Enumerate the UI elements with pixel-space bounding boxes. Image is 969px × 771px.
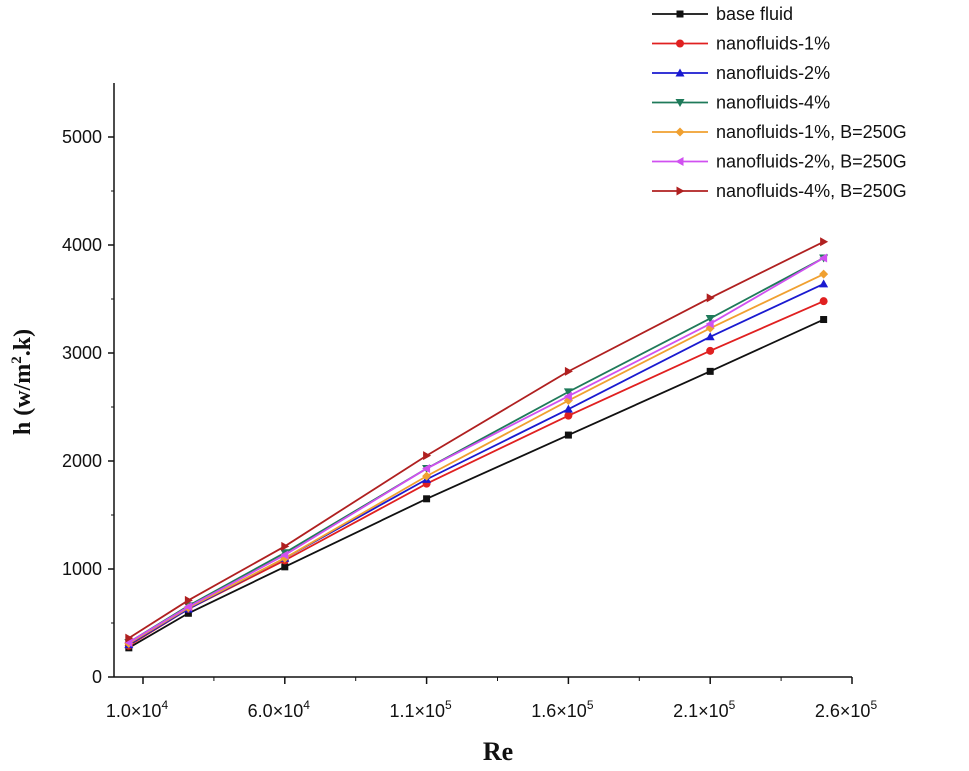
data-point [706, 346, 715, 355]
legend-marker [675, 99, 685, 107]
legend-marker [675, 68, 685, 77]
series-line [128, 318, 825, 649]
data-point [281, 563, 289, 571]
legend-entry: nanofluids-4%, B=250G [652, 181, 907, 201]
x-tick-label: 1.6×105 [531, 698, 594, 721]
data-point [124, 637, 133, 647]
x-axis-title: Re [483, 737, 513, 766]
data-point [705, 314, 715, 323]
legend-marker [676, 39, 684, 48]
data-point [820, 316, 828, 324]
legend-label: nanofluids-4%, B=250G [716, 181, 907, 201]
data-point [564, 431, 572, 439]
legend-entry: nanofluids-2%, B=250G [652, 152, 907, 172]
series-line [128, 273, 825, 645]
x-tick-label: 2.1×105 [673, 698, 736, 721]
x-tick-label: 6.0×104 [248, 698, 311, 721]
data-point [705, 319, 714, 329]
series-layer [124, 237, 829, 652]
y-tick-label: 5000 [62, 127, 102, 147]
legend-label: nanofluids-1% [716, 34, 830, 54]
data-point [184, 595, 193, 605]
legend-entry: base fluid [652, 4, 793, 24]
legend-label: base fluid [716, 4, 793, 24]
y-axis-title-end: .k) [10, 329, 36, 356]
legend-label: nanofluids-1%, B=250G [716, 122, 907, 142]
y-tick-label: 1000 [62, 559, 102, 579]
y-tick-label: 3000 [62, 343, 102, 363]
y-tick-label: 4000 [62, 235, 102, 255]
data-point [706, 367, 714, 375]
data-point [564, 411, 573, 420]
data-point [564, 366, 573, 376]
legend-entry: nanofluids-4% [652, 93, 830, 113]
series-line [128, 300, 825, 647]
legend-marker [676, 10, 684, 18]
axes [113, 83, 852, 678]
y-axis-ticks: 0 1000 2000 3000 4000 5000 [62, 127, 114, 687]
legend-marker [675, 157, 684, 166]
data-point [422, 464, 431, 474]
legend-label: nanofluids-2%, B=250G [716, 152, 907, 172]
x-tick-label: 2.6×105 [815, 698, 878, 721]
y-axis-title-sup: 2 [9, 356, 25, 364]
y-tick-label: 0 [92, 667, 102, 687]
series-1 [125, 316, 828, 652]
series-2 [124, 297, 828, 650]
data-point [280, 550, 289, 560]
y-axis-title-main: h (w/m [10, 364, 36, 435]
legend-label: nanofluids-2% [716, 63, 830, 83]
legend-entry: nanofluids-1% [652, 34, 830, 54]
y-axis-title: h (w/m2.k) [9, 329, 36, 435]
data-point [125, 633, 134, 643]
data-point [706, 293, 715, 303]
data-point [184, 609, 192, 617]
series-7 [125, 237, 829, 643]
x-tick-label: 1.0×104 [106, 698, 169, 721]
data-point [423, 451, 432, 461]
data-point [183, 602, 192, 612]
legend-marker [675, 127, 685, 137]
data-point [820, 237, 829, 247]
legend: base fluid nanofluids-1% nanofluids-2% nano… [652, 4, 907, 201]
data-point [563, 404, 573, 413]
legend-marker [676, 186, 685, 196]
legend-label: nanofluids-4% [716, 93, 830, 113]
data-point [819, 279, 829, 288]
data-point [423, 495, 431, 503]
series-5 [124, 269, 829, 649]
data-point [563, 388, 573, 397]
x-tick-label: 1.1×105 [389, 698, 452, 721]
data-point [563, 391, 572, 401]
series-6 [124, 253, 828, 647]
data-point [281, 541, 290, 551]
data-point [819, 297, 828, 306]
legend-entry: nanofluids-2% [652, 63, 830, 83]
legend-entry: nanofluids-1%, B=250G [652, 122, 907, 142]
data-point [819, 253, 828, 263]
data-point [819, 269, 829, 279]
data-point [422, 471, 432, 481]
series-line [128, 283, 825, 646]
series-line [128, 240, 825, 639]
data-point [705, 332, 715, 341]
x-axis-ticks: 1.0×104 6.0×104 1.1×105 1.6×105 2.1×105 2.6×1… [106, 677, 878, 721]
y-tick-label: 2000 [62, 451, 102, 471]
